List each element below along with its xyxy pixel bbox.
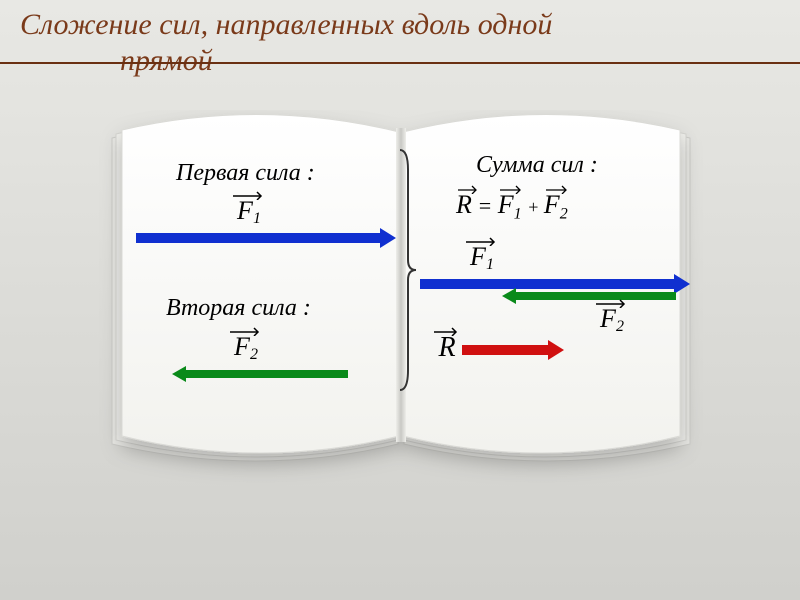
f-sub: 2 (250, 346, 258, 363)
f-sub: 1 (514, 205, 522, 222)
f-sub: 1 (486, 256, 494, 273)
label-f1-left: F1 (231, 196, 267, 228)
f-sub: 2 (560, 205, 568, 222)
f-symbol: F (600, 304, 616, 333)
arrow-r (462, 340, 564, 360)
label-second-force: Вторая сила : (166, 295, 311, 322)
eq-equals: = (477, 193, 497, 218)
horizontal-rule (0, 62, 800, 64)
r-symbol: R (456, 190, 472, 219)
f-sub: 1 (253, 210, 261, 227)
label-f2-left: F2 (228, 332, 264, 364)
f-symbol: F (544, 190, 560, 219)
eq-plus: + (527, 197, 544, 217)
f-sub: 2 (616, 318, 624, 335)
label-sum-force: Сумма сил : (476, 152, 598, 179)
f-symbol: F (498, 190, 514, 219)
content-layer: Первая сила : F1 Вторая сила : F2 Сумма … (96, 110, 706, 530)
arrow-f2-right (502, 288, 676, 304)
label-first-force: Первая сила : (176, 160, 315, 187)
r-symbol: R (438, 332, 455, 363)
label-r: R (432, 332, 462, 364)
f-symbol: F (234, 332, 250, 361)
label-f2-right: F2 (594, 304, 630, 336)
label-f1-right: F1 (464, 242, 500, 274)
f-symbol: F (237, 196, 253, 225)
f-symbol: F (470, 242, 486, 271)
title-line-1: Сложение сил, направленных вдоль одной (20, 8, 552, 42)
arrow-f2-left (172, 366, 348, 382)
equation-r-f1-f2: R = F1 + F2 (456, 190, 656, 223)
title-line-2: прямой (120, 44, 213, 78)
arrow-f1-left (136, 228, 396, 248)
